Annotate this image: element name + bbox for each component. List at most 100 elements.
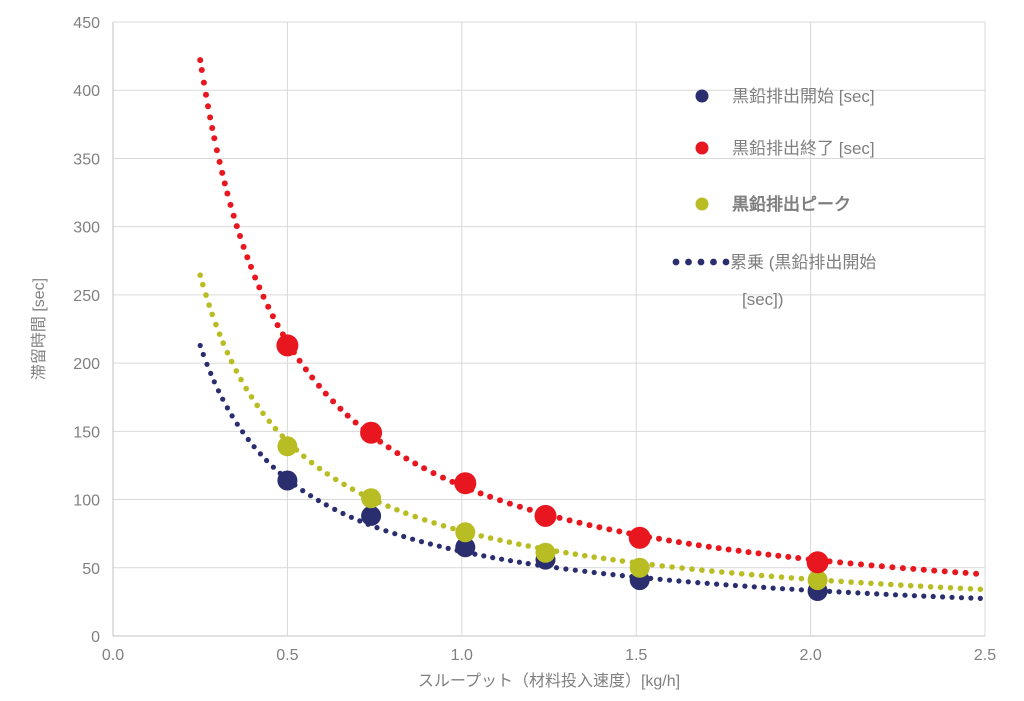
trend-dot bbox=[421, 517, 428, 523]
trend-dot bbox=[301, 453, 307, 460]
trend-dot bbox=[619, 573, 626, 579]
trend-dot bbox=[526, 506, 533, 513]
legend-dot-marker bbox=[695, 141, 709, 155]
trend-dot bbox=[197, 57, 204, 64]
trend-dot bbox=[309, 374, 316, 381]
trend-dot bbox=[198, 67, 205, 73]
legend-label: 黒鉛排出終了 [sec] bbox=[732, 139, 875, 158]
trend-dot bbox=[868, 562, 875, 569]
legend-label: 黒鉛排出ピーク bbox=[732, 194, 851, 214]
legend-item: 黒鉛排出開始 [sec] bbox=[695, 87, 875, 106]
trend-dot bbox=[847, 560, 854, 567]
trend-dot bbox=[410, 536, 416, 542]
trend-dot bbox=[296, 357, 303, 364]
trend-dot bbox=[610, 556, 616, 563]
trend-dot bbox=[878, 581, 884, 587]
trend-dot bbox=[516, 559, 523, 565]
trend-dot bbox=[445, 545, 451, 552]
trend-dot bbox=[947, 585, 954, 591]
trend-dot bbox=[768, 573, 775, 580]
trend-dot bbox=[349, 486, 356, 493]
trend-dot bbox=[669, 564, 675, 570]
trend-dot bbox=[795, 555, 802, 561]
trend-dot bbox=[699, 567, 705, 573]
trend-dot bbox=[962, 569, 969, 576]
trend-dot bbox=[220, 340, 226, 346]
trend-dot bbox=[394, 507, 400, 513]
trend-dot bbox=[340, 510, 346, 517]
trend-dot bbox=[596, 524, 603, 531]
trend-dot bbox=[251, 444, 257, 450]
trend-dot bbox=[755, 550, 762, 557]
trend-dot bbox=[679, 565, 685, 571]
trend-dot bbox=[798, 587, 805, 593]
trend-dot bbox=[401, 533, 407, 540]
trend-dot bbox=[516, 541, 522, 547]
trend-dot bbox=[227, 201, 234, 208]
trend-dot bbox=[778, 574, 785, 580]
data-point-end bbox=[276, 334, 299, 357]
trend-dot bbox=[709, 568, 715, 574]
trend-dot bbox=[789, 586, 795, 592]
y-tick-label: 250 bbox=[73, 288, 100, 305]
trend-dot bbox=[490, 555, 496, 561]
trend-dot bbox=[525, 561, 531, 567]
trend-dot bbox=[265, 303, 272, 310]
trend-dot bbox=[272, 425, 279, 432]
trend-dot bbox=[270, 464, 276, 470]
trend-curve-end bbox=[197, 57, 980, 577]
trend-dot bbox=[506, 500, 513, 507]
trend-dot bbox=[264, 457, 270, 464]
x-tick-label: 0.0 bbox=[102, 647, 124, 664]
trend-dot bbox=[572, 551, 579, 557]
tick-labels-layer: 0 50 100 150 200 250 300 350 400 450 0.0 0.5 1.0 1.5 2… bbox=[73, 15, 996, 664]
trend-dot bbox=[256, 284, 263, 291]
trend-dot bbox=[269, 313, 276, 320]
y-tick-label: 350 bbox=[73, 151, 100, 168]
legend-dotted-line-marker bbox=[685, 258, 692, 266]
trend-dot bbox=[348, 514, 354, 520]
trend-dot bbox=[506, 539, 513, 545]
trend-dot bbox=[748, 571, 755, 578]
trend-dot bbox=[197, 272, 203, 279]
trend-dot bbox=[714, 581, 720, 587]
trend-dot bbox=[729, 570, 735, 576]
trend-dot bbox=[230, 212, 237, 219]
trend-dot bbox=[845, 589, 852, 596]
trend-dot bbox=[719, 569, 725, 575]
trend-dot bbox=[745, 549, 752, 556]
trend-dot bbox=[403, 510, 409, 516]
trend-dot bbox=[332, 506, 338, 512]
trend-dot bbox=[910, 565, 917, 572]
trend-dot bbox=[738, 571, 745, 577]
trend-dot bbox=[497, 537, 503, 543]
trend-dot bbox=[516, 503, 523, 510]
legend-dotted-line-marker bbox=[722, 258, 730, 266]
legend-label-line1: 累乗 (黒鉛排出開始 bbox=[730, 253, 876, 272]
trend-dot bbox=[685, 540, 692, 547]
trend-dot bbox=[836, 589, 842, 595]
trend-dot bbox=[619, 558, 626, 564]
trend-dot bbox=[213, 321, 219, 328]
trend-dot bbox=[785, 553, 792, 560]
trend-dot bbox=[234, 421, 240, 427]
trend-dot bbox=[209, 125, 216, 131]
trend-dot bbox=[958, 595, 965, 601]
trend-dot bbox=[219, 169, 226, 176]
series-start bbox=[277, 470, 828, 601]
trend-dot bbox=[610, 572, 616, 578]
trend-curve-start bbox=[197, 342, 983, 602]
trend-dot bbox=[725, 546, 732, 553]
trend-dot bbox=[715, 545, 722, 552]
trend-curve-peak bbox=[197, 272, 984, 593]
trend-dot bbox=[941, 568, 948, 575]
data-point-peak bbox=[629, 557, 650, 578]
trend-dot bbox=[332, 476, 339, 483]
trend-dot bbox=[864, 590, 870, 597]
trend-dot bbox=[899, 565, 906, 572]
data-point-start bbox=[361, 505, 382, 526]
trend-dot bbox=[244, 254, 251, 261]
trend-dot bbox=[868, 580, 874, 587]
trend-dot bbox=[487, 535, 494, 541]
